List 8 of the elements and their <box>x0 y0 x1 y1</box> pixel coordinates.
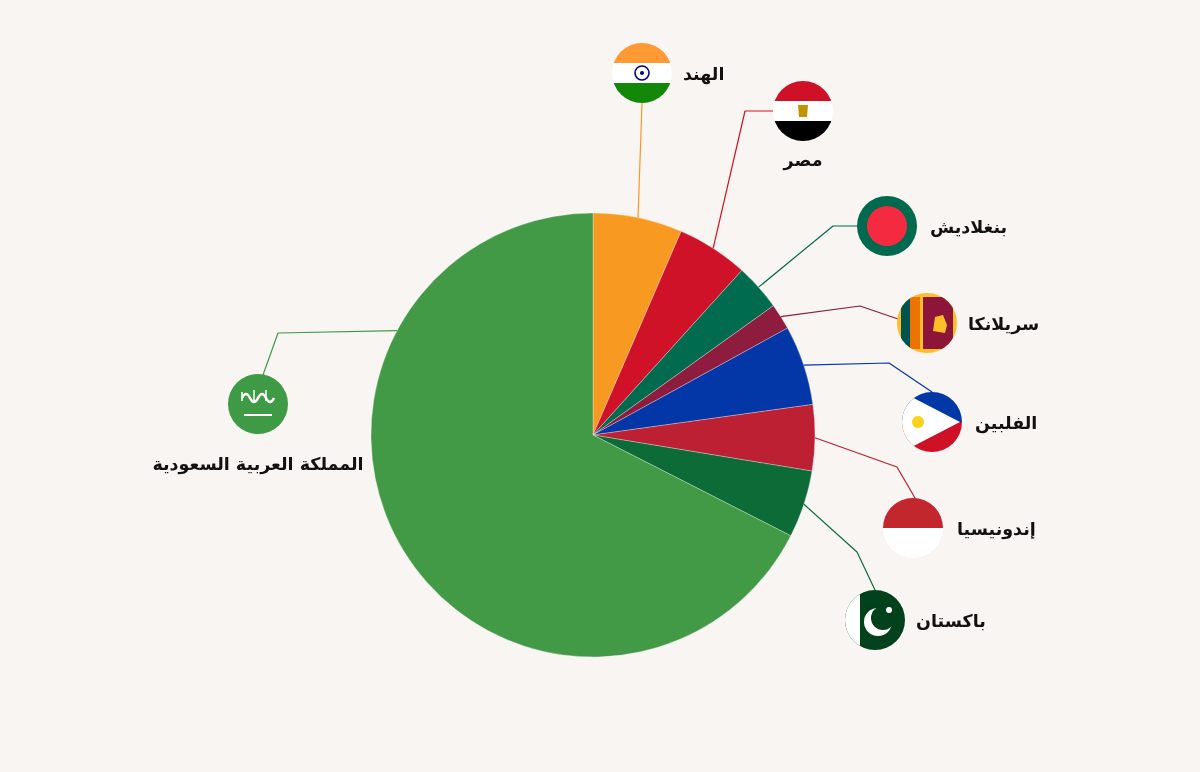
slice-label: مصر <box>782 150 823 171</box>
slice-label: الفلبين <box>975 413 1038 434</box>
slice-label: بنغلاديش <box>930 217 1008 237</box>
slice-label: إندونيسيا <box>957 519 1036 540</box>
slice-label: الهند <box>683 64 725 85</box>
slice-label: المملكة العربية السعودية <box>152 454 364 475</box>
slice-label: سريلانكا <box>968 314 1040 335</box>
slice-label: باكستان <box>916 611 986 631</box>
